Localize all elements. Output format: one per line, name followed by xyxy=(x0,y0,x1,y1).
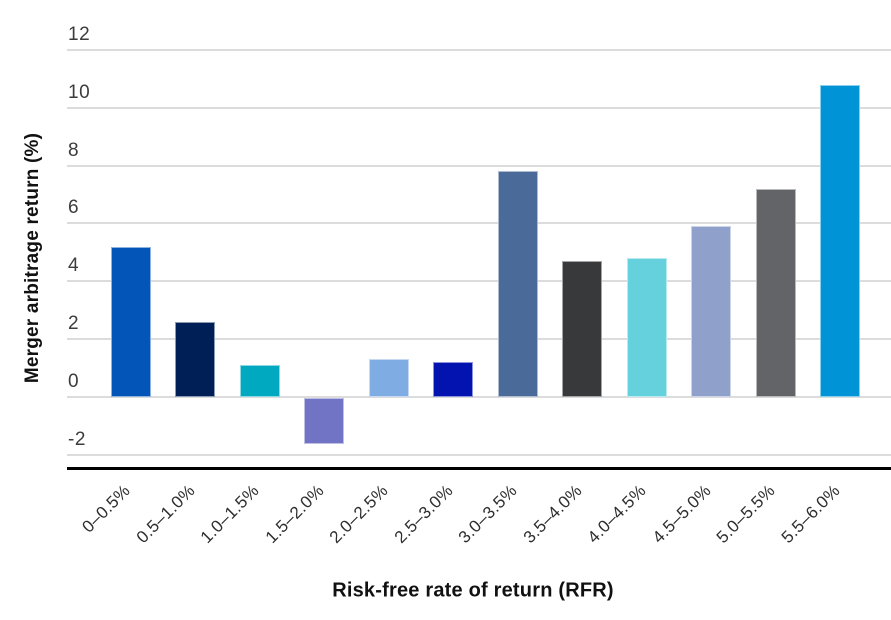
x-tick-label: 2.5–3.0% xyxy=(390,481,457,547)
gridline xyxy=(67,222,891,225)
y-tick-label: 0 xyxy=(68,371,80,392)
gridline xyxy=(67,338,891,341)
y-tick-label: 10 xyxy=(68,81,91,103)
x-tick-label: 0–0.5% xyxy=(78,481,134,537)
bar-3.5–4.0% xyxy=(562,261,602,397)
x-tick-label: 5.5–6.0% xyxy=(777,481,844,547)
bar-5.5–6.0% xyxy=(820,84,860,397)
gridline xyxy=(67,453,891,456)
x-tick-label: 0.5–1.0% xyxy=(132,481,199,547)
y-tick-label: -2 xyxy=(68,428,86,450)
gridline xyxy=(67,280,891,283)
bar-1.0–1.5% xyxy=(239,365,280,397)
x-tick-label: 2.0–2.5% xyxy=(325,481,392,547)
x-tick-label: 1.5–2.0% xyxy=(261,481,328,547)
gridline xyxy=(67,48,891,51)
x-axis-title: Risk-free rate of return (RFR) xyxy=(332,579,614,602)
x-tick-label: 1.0–1.5% xyxy=(196,481,263,547)
gridline xyxy=(67,106,891,109)
bar-0.5–1.0% xyxy=(175,321,215,397)
y-tick-label: 4 xyxy=(68,255,80,277)
y-axis-title: Merger arbitrage return (%) xyxy=(22,132,43,384)
x-tick-label: 3.0–3.5% xyxy=(454,481,521,547)
x-tick-label: 5.0–5.5% xyxy=(712,481,779,547)
bar-0–0.5% xyxy=(110,246,151,397)
x-tick-label: 4.5–5.0% xyxy=(648,481,715,547)
y-tick-label: 8 xyxy=(68,139,80,161)
y-tick-label: 6 xyxy=(68,197,80,219)
bar-2.5–3.0% xyxy=(433,362,473,397)
x-axis-line xyxy=(67,467,891,470)
bar-1.5–2.0% xyxy=(304,398,344,445)
y-tick-label: 2 xyxy=(68,313,80,335)
bar-2.0–2.5% xyxy=(368,359,409,397)
gridline xyxy=(67,396,891,398)
bar-5.0–5.5% xyxy=(755,188,796,397)
x-tick-label: 4.0–4.5% xyxy=(583,481,650,547)
bar-4.0–4.5% xyxy=(626,258,667,397)
x-tick-label: 3.5–4.0% xyxy=(519,481,586,547)
bar-4.5–5.0% xyxy=(691,226,731,397)
y-tick-label: 12 xyxy=(68,23,91,45)
bar-3.0–3.5% xyxy=(497,171,538,397)
gridline xyxy=(67,164,891,167)
